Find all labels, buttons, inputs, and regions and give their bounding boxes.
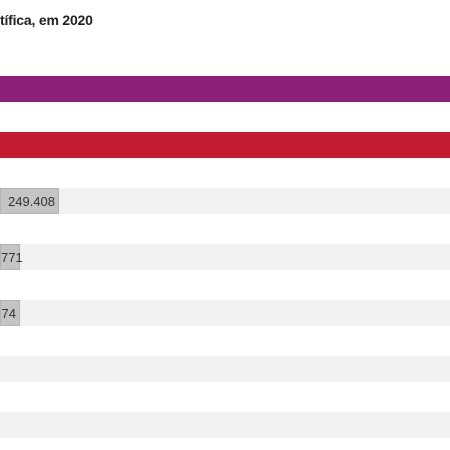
bar-row-3: 249.408 (0, 188, 450, 214)
bar-2 (0, 132, 450, 158)
bar-1 (0, 76, 450, 102)
bar-row-1 (0, 76, 450, 102)
bar-row-6 (0, 356, 450, 382)
bar-row-5: 74 (0, 300, 450, 326)
bar-4-value-label: 771 (0, 244, 23, 270)
bar-row-2 (0, 132, 450, 158)
bar-5-value-label: 74 (0, 300, 20, 326)
bar-3-value-label: 249.408 (0, 188, 59, 214)
bar-row-4: 771 (0, 244, 450, 270)
chart-title: tífica, em 2020 (0, 12, 93, 28)
bar-row-7 (0, 412, 450, 438)
